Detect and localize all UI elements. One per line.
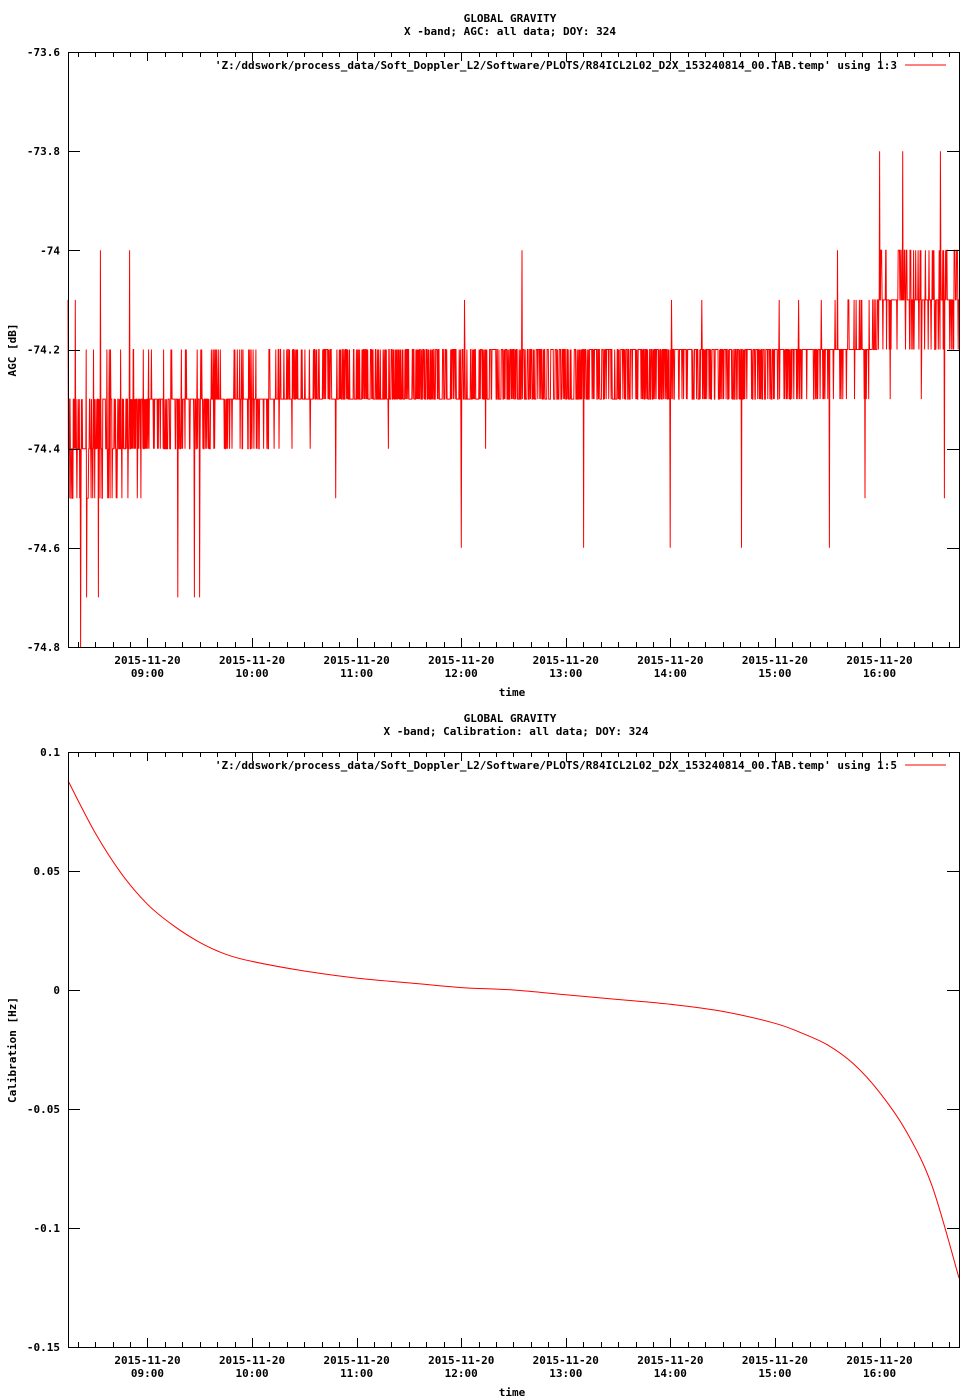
agc-y-tick-labels: -73.6 -73.8 -74 -74.2 -74.4 -74.6 -74.8 xyxy=(27,46,60,654)
calibration-x-axis-label: time xyxy=(499,1386,526,1399)
agc-y-tick-label: -73.6 xyxy=(27,46,60,59)
agc-x-tick-labels: 2015-11-2009:002015-11-2010:002015-11-20… xyxy=(114,654,912,680)
agc-x-tick-label-time: 13:00 xyxy=(549,667,582,680)
calibration-y-tick-labels: 0.1 0.05 0 -0.05 -0.1 -0.15 xyxy=(27,746,60,1354)
calibration-x-tick-label-time: 14:00 xyxy=(654,1367,687,1380)
calibration-x-tick-label-date: 2015-11-20 xyxy=(846,1354,912,1367)
calibration-plot-frame xyxy=(68,752,960,1348)
calibration-x-tick-label-date: 2015-11-20 xyxy=(742,1354,808,1367)
calibration-y-axis-label: Calibration [Hz] xyxy=(6,997,19,1103)
calibration-x-tick-label-date: 2015-11-20 xyxy=(637,1354,703,1367)
agc-y-tick-label: -74.4 xyxy=(27,443,60,456)
agc-x-tick-label-time: 16:00 xyxy=(863,667,896,680)
calibration-y-tick-label: -0.05 xyxy=(27,1103,60,1116)
agc-x-tick-label-time: 12:00 xyxy=(445,667,478,680)
calibration-x-tick-label-date: 2015-11-20 xyxy=(428,1354,494,1367)
agc-y-tick-label: -73.8 xyxy=(27,145,60,158)
agc-legend-label: 'Z:/ddswork/process_data/Soft_Doppler_L2… xyxy=(215,59,897,72)
calibration-y-tick-label: -0.1 xyxy=(34,1222,61,1235)
calibration-x-tick-label-date: 2015-11-20 xyxy=(114,1354,180,1367)
calibration-series-line xyxy=(67,780,960,1279)
agc-series xyxy=(67,151,960,648)
calibration-x-tick-label-time: 10:00 xyxy=(235,1367,268,1380)
agc-plot-frame xyxy=(68,52,960,648)
calibration-y-tick-label: 0.05 xyxy=(34,865,61,878)
agc-chart: GLOBAL GRAVITY X -band; AGC: all data; D… xyxy=(6,12,960,699)
calibration-legend-label: 'Z:/ddswork/process_data/Soft_Doppler_L2… xyxy=(215,759,897,772)
agc-y-tick-label: -74 xyxy=(40,244,60,257)
agc-x-tick-label-time: 15:00 xyxy=(758,667,791,680)
agc-x-tick-label-date: 2015-11-20 xyxy=(324,654,390,667)
agc-y-tick-label: -74.6 xyxy=(27,542,60,555)
agc-x-tick-label-time: 14:00 xyxy=(654,667,687,680)
calibration-y-tick-label: 0 xyxy=(53,984,60,997)
agc-y-tick-label: -74.2 xyxy=(27,344,60,357)
agc-x-tick-label-date: 2015-11-20 xyxy=(428,654,494,667)
calibration-x-tick-label-time: 13:00 xyxy=(549,1367,582,1380)
agc-x-tick-label-date: 2015-11-20 xyxy=(742,654,808,667)
calibration-x-tick-label-date: 2015-11-20 xyxy=(219,1354,285,1367)
calibration-axis-ticks xyxy=(68,752,959,1348)
agc-x-tick-label-date: 2015-11-20 xyxy=(219,654,285,667)
calibration-chart-subtitle: X -band; Calibration: all data; DOY: 324 xyxy=(384,725,649,738)
calibration-chart: GLOBAL GRAVITY X -band; Calibration: all… xyxy=(6,712,960,1399)
agc-series-line xyxy=(67,151,960,648)
calibration-x-tick-label-date: 2015-11-20 xyxy=(324,1354,390,1367)
agc-x-tick-label-date: 2015-11-20 xyxy=(637,654,703,667)
calibration-x-tick-labels: 2015-11-2009:002015-11-2010:002015-11-20… xyxy=(114,1354,912,1380)
calibration-legend: 'Z:/ddswork/process_data/Soft_Doppler_L2… xyxy=(215,759,946,772)
calibration-x-tick-label-time: 12:00 xyxy=(445,1367,478,1380)
calibration-y-tick-label: 0.1 xyxy=(40,746,60,759)
agc-x-axis-label: time xyxy=(499,686,526,699)
calibration-series xyxy=(67,780,960,1279)
agc-x-tick-label-date: 2015-11-20 xyxy=(846,654,912,667)
agc-legend: 'Z:/ddswork/process_data/Soft_Doppler_L2… xyxy=(215,59,946,72)
calibration-chart-title: GLOBAL GRAVITY xyxy=(464,712,557,725)
agc-y-tick-label: -74.8 xyxy=(27,641,60,654)
agc-x-tick-label-time: 09:00 xyxy=(131,667,164,680)
agc-y-axis-label: AGC [dB] xyxy=(6,324,19,377)
agc-x-tick-label-date: 2015-11-20 xyxy=(114,654,180,667)
agc-chart-subtitle: X -band; AGC: all data; DOY: 324 xyxy=(404,25,616,38)
agc-x-tick-label-time: 11:00 xyxy=(340,667,373,680)
agc-chart-title: GLOBAL GRAVITY xyxy=(464,12,557,25)
calibration-y-tick-label: -0.15 xyxy=(27,1341,60,1354)
calibration-x-tick-label-time: 16:00 xyxy=(863,1367,896,1380)
calibration-x-tick-label-date: 2015-11-20 xyxy=(533,1354,599,1367)
calibration-x-tick-label-time: 09:00 xyxy=(131,1367,164,1380)
calibration-x-tick-label-time: 11:00 xyxy=(340,1367,373,1380)
calibration-x-tick-label-time: 15:00 xyxy=(758,1367,791,1380)
agc-x-tick-label-time: 10:00 xyxy=(235,667,268,680)
agc-x-tick-label-date: 2015-11-20 xyxy=(533,654,599,667)
